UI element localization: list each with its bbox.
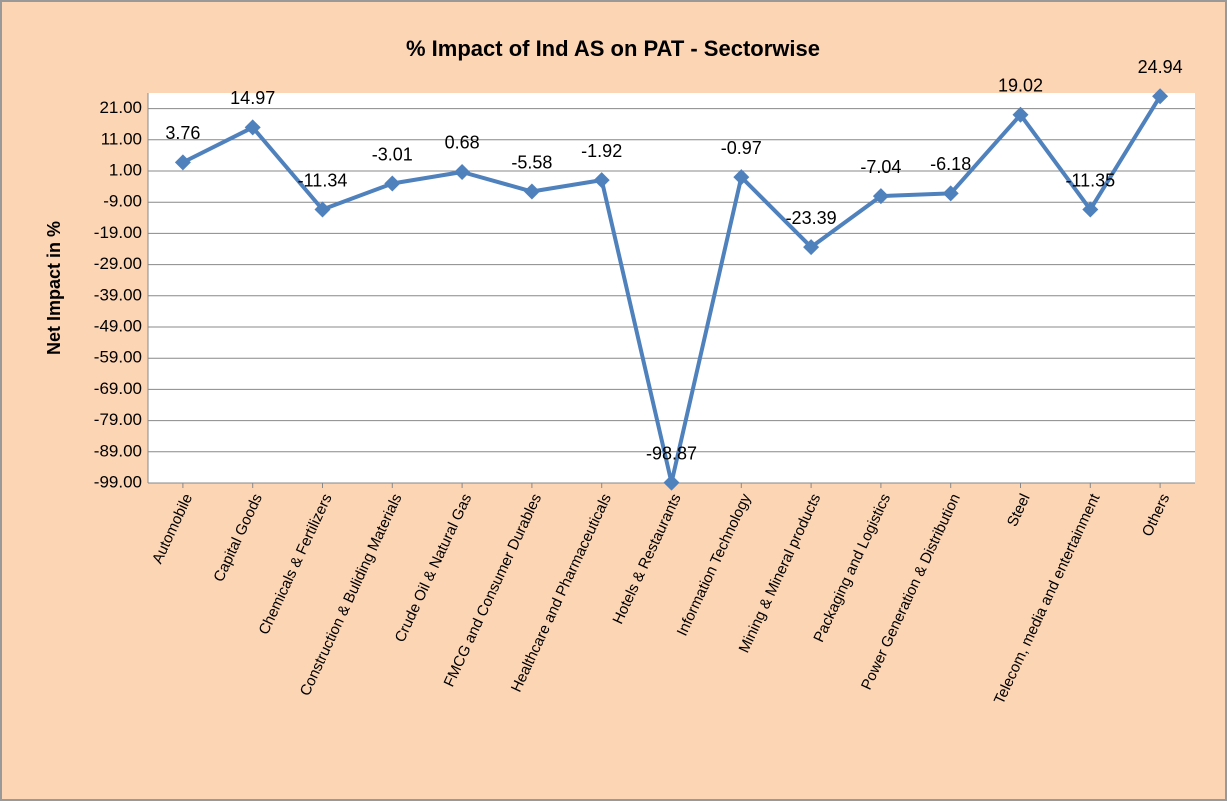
marker: [314, 201, 331, 218]
marker: [803, 239, 820, 256]
y-tick-label: -99.00: [94, 472, 142, 491]
y-tick-label: 11.00: [101, 129, 142, 148]
marker: [1152, 88, 1169, 105]
y-tick-label: -9.00: [103, 192, 142, 211]
data-label: 3.76: [165, 123, 200, 143]
y-tick-label: 1.00: [109, 160, 142, 179]
y-tick-label: -29.00: [94, 254, 142, 273]
marker: [454, 163, 471, 180]
marker: [523, 183, 540, 200]
data-label: -5.58: [511, 152, 552, 172]
data-label: 24.94: [1138, 57, 1183, 77]
marker: [733, 169, 750, 186]
chart-title: % Impact of Ind AS on PAT - Sectorwise: [406, 36, 820, 61]
y-tick-label: -89.00: [94, 441, 142, 460]
y-tick-label: -79.00: [94, 410, 142, 429]
marker: [942, 185, 959, 202]
data-label: -1.92: [581, 141, 622, 161]
y-tick-label: -59.00: [94, 348, 142, 367]
marker: [244, 119, 261, 136]
data-label: -11.34: [298, 170, 348, 190]
marker: [663, 474, 680, 491]
data-label: 14.97: [230, 88, 275, 108]
y-tick-label: -39.00: [94, 285, 142, 304]
data-label: -0.97: [721, 138, 762, 158]
plot-area: [148, 93, 1195, 483]
marker: [872, 188, 889, 205]
y-tick-label: -19.00: [94, 223, 142, 242]
marker: [174, 154, 191, 171]
data-label: -3.01: [372, 144, 413, 164]
marker: [1012, 106, 1029, 123]
data-label: -11.35: [1065, 170, 1115, 190]
y-tick-label: -49.00: [94, 316, 142, 335]
y-axis-title: Net Impact in %: [44, 221, 64, 355]
y-tick-label: -69.00: [94, 379, 142, 398]
marker: [1082, 201, 1099, 218]
data-label: -23.39: [786, 208, 837, 228]
marker: [593, 172, 610, 189]
y-tick-label: 21.00: [99, 98, 142, 117]
data-label: -6.18: [930, 154, 971, 174]
data-label: 0.68: [445, 133, 480, 153]
data-label: -7.04: [860, 157, 901, 177]
data-label: -98.87: [646, 443, 697, 463]
data-label: 19.02: [998, 76, 1043, 96]
marker: [384, 175, 401, 192]
